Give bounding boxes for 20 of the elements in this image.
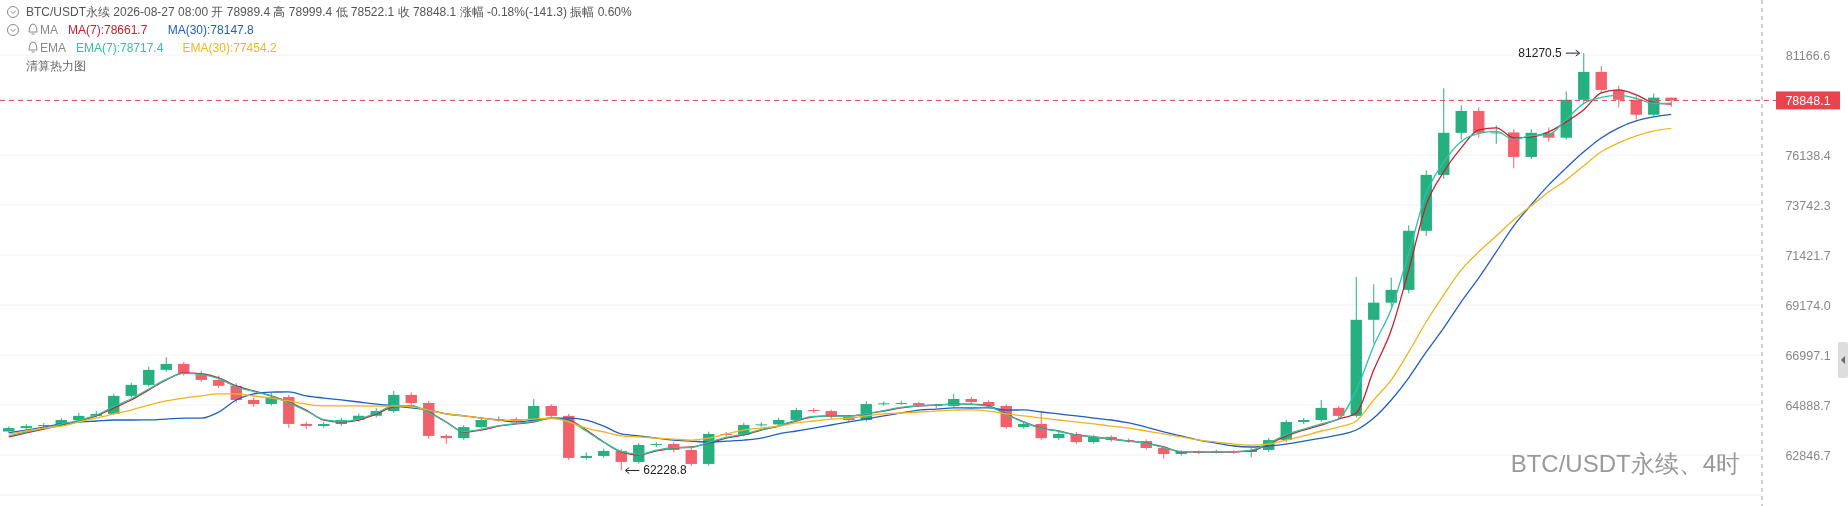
y-tick-label: 69174.0 bbox=[1785, 298, 1831, 313]
annotation: 清算热力图 bbox=[26, 59, 86, 73]
chart-title: BTC/USDT永续 2026-08-27 08:00 开 78989.4 高 78999.4 低 78522.1 收 78848.1 涨幅 -0.18%(-141.3) 振幅 0.60% bbox=[26, 5, 632, 19]
annotation: 62228.8 bbox=[643, 463, 687, 478]
text: EMA(7):78717.4 bbox=[76, 41, 164, 55]
y-tick-label: 62846.7 bbox=[1785, 448, 1831, 463]
y-tick-label: 81166.6 bbox=[1785, 48, 1831, 63]
text: MA(30):78147.8 bbox=[167, 23, 255, 37]
ref-line-label: 78848.1 bbox=[1785, 93, 1831, 108]
y-tick-label: 76138.4 bbox=[1785, 148, 1831, 163]
annotation: BTC/USDT永续、4时 bbox=[1510, 450, 1740, 477]
annotation: MA bbox=[40, 23, 58, 37]
y-tick-label: 66997.1 bbox=[1785, 348, 1831, 363]
text: EMA(30):77454.2 bbox=[182, 41, 277, 55]
y-tick-label: 71421.7 bbox=[1785, 248, 1831, 263]
annotation: 81270.5 bbox=[1518, 46, 1563, 61]
text: MA(7):78661.7 bbox=[68, 23, 148, 37]
annotation: EMA bbox=[40, 41, 67, 55]
y-tick-label: 64888.7 bbox=[1785, 398, 1831, 413]
y-tick-label: 73742.3 bbox=[1785, 198, 1831, 213]
